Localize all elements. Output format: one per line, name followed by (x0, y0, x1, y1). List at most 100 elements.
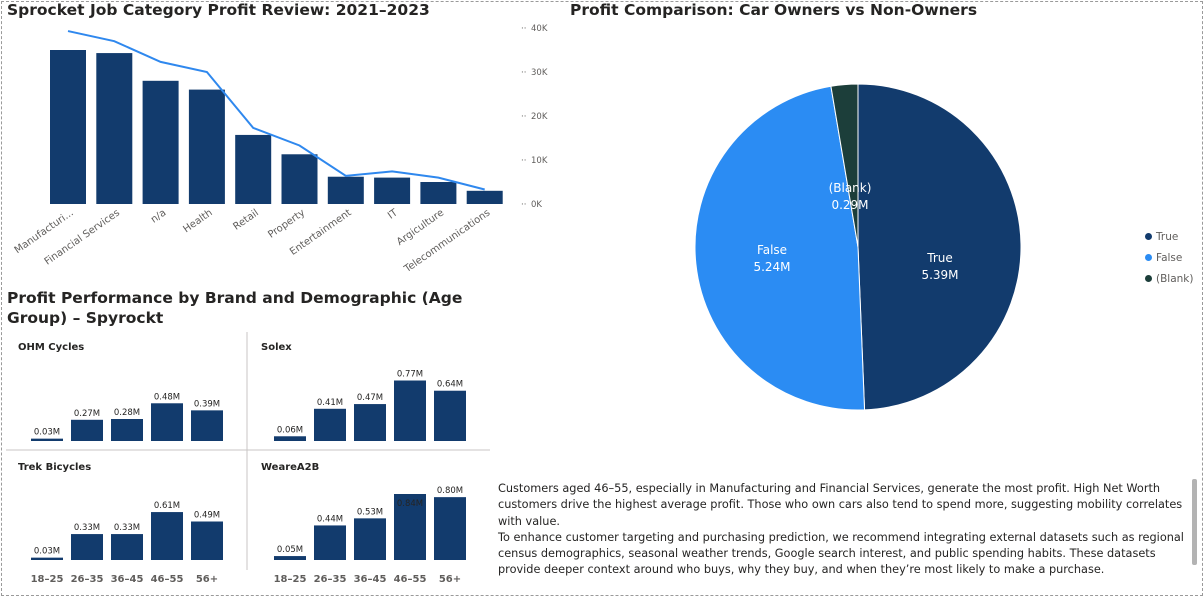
age-tick-label: 18–25 (274, 574, 307, 585)
y-tick-dots: ·· (521, 200, 526, 210)
y-tick-dots: ·· (521, 112, 526, 122)
textbox-scrollbar[interactable] (1192, 479, 1197, 565)
age-group-bar[interactable] (191, 521, 223, 561)
x-tick-label: Health (181, 207, 214, 235)
age-group-bar[interactable] (434, 390, 466, 441)
age-group-bar[interactable] (354, 404, 386, 441)
bar-data-label: 0.27M (74, 409, 100, 419)
legend-item-true[interactable]: True (1145, 226, 1193, 247)
pie-legend: True False (Blank) (1145, 226, 1193, 289)
legend-dot-false (1145, 254, 1152, 261)
age-group-bar[interactable] (354, 518, 386, 560)
age-group-bar[interactable] (191, 410, 223, 441)
age-group-bar[interactable] (111, 534, 143, 560)
panel-title: OHM Cycles (18, 342, 84, 353)
legend-dot-blank (1145, 275, 1152, 282)
bar-data-label: 0.28M (114, 408, 140, 418)
job-category-bar[interactable] (420, 182, 457, 204)
age-tick-label: 36–45 (354, 574, 387, 585)
bar-data-label: 0.03M (34, 428, 60, 438)
bar-data-label: 0.39M (194, 399, 220, 409)
job-category-bar[interactable] (96, 53, 133, 204)
age-group-bar[interactable] (111, 419, 143, 441)
age-group-bar[interactable] (274, 436, 306, 441)
pie-slice[interactable] (830, 83, 859, 248)
age-group-bar[interactable] (394, 494, 426, 560)
age-tick-label: 46–55 (394, 574, 427, 585)
job-category-bar[interactable] (281, 154, 318, 204)
car-owner-pie-chart[interactable]: True 5.39M False 5.24M (Blank) 0.29M (680, 80, 1040, 420)
age-tick-label: 36–45 (111, 574, 144, 585)
x-tick-label: n/a (149, 207, 168, 225)
bar-data-label: 0.64M (437, 380, 463, 390)
age-group-bar[interactable] (314, 408, 346, 441)
job-category-bar[interactable] (50, 50, 86, 204)
job-category-bar[interactable] (466, 190, 503, 204)
pie-value-label: 5.24M (753, 260, 790, 274)
x-tick-label: Retail (231, 207, 260, 232)
car-owner-chart-title: Profit Comparison: Car Owners vs Non-Own… (570, 1, 978, 19)
age-group-bar[interactable] (151, 512, 183, 560)
legend-label-blank: (Blank) (1156, 272, 1194, 285)
y-tick-label: 0K (531, 200, 542, 210)
age-group-bar[interactable] (394, 380, 426, 442)
pie-category-label: True (926, 251, 953, 265)
age-group-bar[interactable] (434, 497, 466, 560)
y-tick-label: 30K (531, 68, 548, 78)
bar-data-label: 0.84M (397, 499, 423, 509)
x-tick-label: Property (266, 207, 307, 240)
bar-data-label: 0.49M (194, 511, 220, 521)
panel-title: WeareA2B (261, 462, 319, 473)
bar-data-label: 0.33M (74, 523, 100, 533)
job-category-bar[interactable] (235, 134, 272, 204)
bar-data-label: 0.33M (114, 523, 140, 533)
y-tick-label: 10K (531, 156, 548, 166)
legend-item-false[interactable]: False (1145, 247, 1193, 268)
job-category-chart[interactable]: 40K··30K··20K··10K··0K··Manufacturi...Fi… (0, 20, 560, 290)
x-tick-label: IT (386, 207, 400, 222)
age-tick-label: 26–35 (71, 574, 104, 585)
bar-data-label: 0.47M (357, 393, 383, 403)
y-tick-dots: ·· (521, 68, 526, 78)
pie-value-label: 5.39M (921, 268, 958, 282)
age-group-bar[interactable] (314, 525, 346, 560)
age-tick-label: 56+ (196, 574, 218, 585)
brand-demographic-chart-title: Profit Performance by Brand and Demograp… (7, 289, 463, 327)
bar-data-label: 0.05M (277, 545, 303, 555)
y-tick-label: 40K (531, 24, 548, 34)
age-group-bar[interactable] (151, 403, 183, 441)
age-group-bar[interactable] (274, 556, 306, 560)
insight-paragraph-1: Customers aged 46–55, especially in Manu… (498, 482, 1183, 528)
pie-category-label: (Blank) (829, 181, 872, 195)
age-group-bar[interactable] (71, 419, 103, 441)
x-tick-label: Telecommunications (402, 207, 493, 275)
age-group-bar[interactable] (71, 534, 103, 560)
job-category-line[interactable] (67, 30, 485, 191)
pie-category-label: False (757, 243, 787, 257)
job-category-bar[interactable] (188, 89, 225, 204)
insight-textbox: Customers aged 46–55, especially in Manu… (498, 481, 1188, 579)
pie-slice[interactable] (857, 83, 1022, 411)
job-category-bar[interactable] (374, 177, 411, 204)
legend-item-blank[interactable]: (Blank) (1145, 268, 1193, 289)
legend-label-true: True (1156, 230, 1179, 243)
age-tick-label: 56+ (439, 574, 461, 585)
bar-data-label: 0.53M (357, 507, 383, 517)
bar-data-label: 0.41M (317, 398, 343, 408)
age-group-bar[interactable] (31, 438, 63, 441)
job-category-bar[interactable] (142, 80, 179, 204)
pie-slice[interactable] (694, 85, 866, 411)
job-category-chart-title: Sprocket Job Category Profit Review: 202… (7, 1, 430, 19)
brand-demographic-chart[interactable]: OHM Cycles 0.03M 0.27M 0.28M 0.48M 0.39M Solex… (0, 330, 492, 595)
insight-paragraph-2: To enhance customer targeting and purcha… (498, 530, 1184, 577)
y-tick-dots: ·· (521, 156, 526, 166)
panel-title: Trek Bicycles (18, 462, 91, 473)
age-tick-label: 26–35 (314, 574, 347, 585)
y-tick-label: 20K (531, 112, 548, 122)
job-category-bar[interactable] (327, 176, 364, 204)
bar-data-label: 0.06M (277, 425, 303, 435)
x-tick-label: Financial Services (43, 207, 122, 267)
age-group-bar[interactable] (31, 557, 63, 560)
bar-data-label: 0.80M (437, 486, 463, 496)
